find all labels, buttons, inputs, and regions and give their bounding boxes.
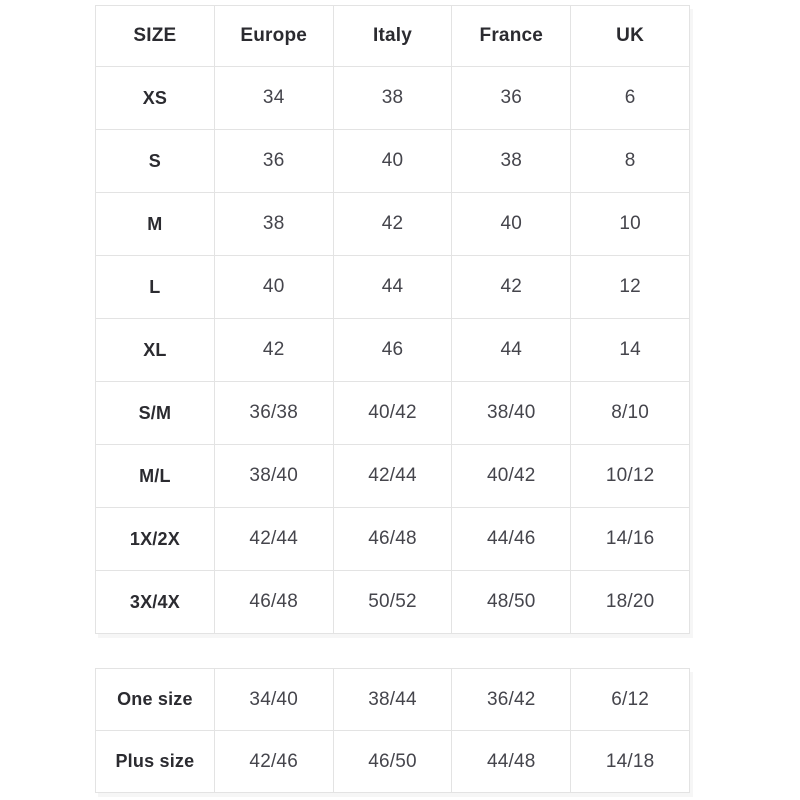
value-cell: 10 [570, 192, 690, 256]
value-cell: 14 [570, 318, 690, 382]
value-cell: 14/18 [570, 730, 690, 793]
table-row: M 38 42 40 10 [95, 192, 690, 256]
table-row: M/L 38/40 42/44 40/42 10/12 [95, 444, 690, 508]
value-cell: 36/38 [213, 381, 334, 445]
value-cell: 46/48 [332, 507, 453, 571]
size-label-cell: 3X/4X [95, 570, 215, 634]
column-header: UK [570, 5, 690, 67]
one-size-table: One size 34/40 38/44 36/42 6/12 Plus size 42/4… [95, 668, 690, 793]
size-label-cell: Plus size [95, 730, 215, 793]
value-cell: 6/12 [570, 668, 690, 731]
value-cell: 42/44 [213, 507, 334, 571]
value-cell: 8 [570, 129, 690, 193]
value-cell: 38/44 [332, 668, 453, 731]
value-cell: 44/46 [451, 507, 572, 571]
value-cell: 10/12 [570, 444, 690, 508]
size-label-cell: XS [95, 66, 215, 130]
value-cell: 40 [332, 129, 453, 193]
size-table-body: XS 34 38 36 6 S 36 40 38 8 M 38 42 40 10 L 40 44 42 12 XL 42 4… [95, 66, 690, 634]
value-cell: 42 [451, 255, 572, 319]
size-label-cell: XL [95, 318, 215, 382]
value-cell: 36/42 [451, 668, 572, 731]
table-row: Plus size 42/46 46/50 44/48 14/18 [95, 730, 690, 793]
value-cell: 12 [570, 255, 690, 319]
value-cell: 42/44 [332, 444, 453, 508]
value-cell: 18/20 [570, 570, 690, 634]
value-cell: 42 [332, 192, 453, 256]
value-cell: 14/16 [570, 507, 690, 571]
size-label-cell: One size [95, 668, 215, 731]
value-cell: 44 [332, 255, 453, 319]
value-cell: 50/52 [332, 570, 453, 634]
size-label-cell: M [95, 192, 215, 256]
table-row: 3X/4X 46/48 50/52 48/50 18/20 [95, 570, 690, 634]
value-cell: 44/48 [451, 730, 572, 793]
value-cell: 42 [213, 318, 334, 382]
table-row: L 40 44 42 12 [95, 255, 690, 319]
value-cell: 34/40 [213, 668, 334, 731]
value-cell: 36 [451, 66, 572, 130]
table-row: 1X/2X 42/44 46/48 44/46 14/16 [95, 507, 690, 571]
value-cell: 46/48 [213, 570, 334, 634]
one-size-table-body: One size 34/40 38/44 36/42 6/12 Plus size 42/4… [95, 668, 690, 793]
size-label-cell: S [95, 129, 215, 193]
size-label-cell: 1X/2X [95, 507, 215, 571]
table-row: One size 34/40 38/44 36/42 6/12 [95, 668, 690, 731]
value-cell: 42/46 [213, 730, 334, 793]
size-label-cell: M/L [95, 444, 215, 508]
value-cell: 46 [332, 318, 453, 382]
value-cell: 8/10 [570, 381, 690, 445]
header-row: SIZE Europe Italy France UK [95, 5, 690, 67]
value-cell: 40 [451, 192, 572, 256]
value-cell: 34 [213, 66, 334, 130]
column-header: SIZE [95, 5, 215, 67]
column-header: France [451, 5, 572, 67]
value-cell: 38 [213, 192, 334, 256]
table-row: S/M 36/38 40/42 38/40 8/10 [95, 381, 690, 445]
size-label-cell: S/M [95, 381, 215, 445]
column-header: Europe [213, 5, 334, 67]
value-cell: 36 [213, 129, 334, 193]
size-conversion-table: SIZE Europe Italy France UK XS 34 38 36 6 S 36 40 38… [95, 5, 690, 634]
value-cell: 48/50 [451, 570, 572, 634]
value-cell: 38 [451, 129, 572, 193]
table-row: XL 42 46 44 14 [95, 318, 690, 382]
size-label-cell: L [95, 255, 215, 319]
value-cell: 40/42 [451, 444, 572, 508]
table-row: XS 34 38 36 6 [95, 66, 690, 130]
value-cell: 38/40 [213, 444, 334, 508]
column-header: Italy [332, 5, 453, 67]
size-table-header: SIZE Europe Italy France UK [95, 5, 690, 67]
value-cell: 40/42 [332, 381, 453, 445]
value-cell: 44 [451, 318, 572, 382]
value-cell: 38/40 [451, 381, 572, 445]
value-cell: 38 [332, 66, 453, 130]
table-row: S 36 40 38 8 [95, 129, 690, 193]
value-cell: 46/50 [332, 730, 453, 793]
value-cell: 6 [570, 66, 690, 130]
value-cell: 40 [213, 255, 334, 319]
